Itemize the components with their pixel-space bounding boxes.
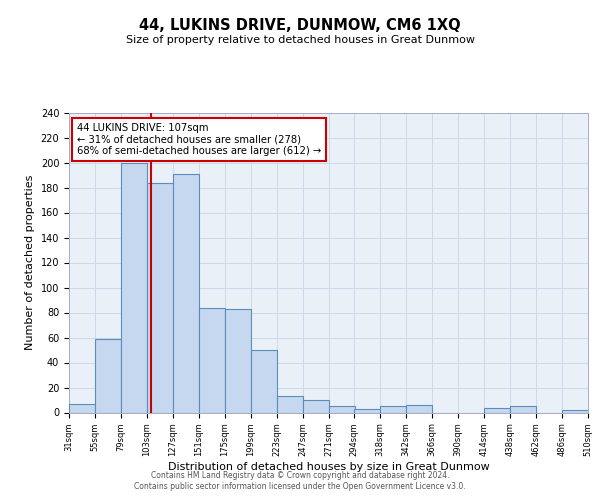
Y-axis label: Number of detached properties: Number of detached properties	[25, 175, 35, 350]
Bar	[329, 406, 355, 412]
Bar	[562, 410, 588, 412]
Text: 44 LUKINS DRIVE: 107sqm
← 31% of detached houses are smaller (278)
68% of semi-d: 44 LUKINS DRIVE: 107sqm ← 31% of detache…	[77, 122, 321, 156]
Bar	[380, 406, 406, 412]
Bar	[251, 350, 277, 412]
Text: Contains public sector information licensed under the Open Government Licence v3: Contains public sector information licen…	[134, 482, 466, 491]
Bar	[303, 400, 329, 412]
Bar	[147, 182, 173, 412]
Text: Contains HM Land Registry data © Crown copyright and database right 2024.: Contains HM Land Registry data © Crown c…	[151, 471, 449, 480]
Bar	[225, 308, 251, 412]
Bar	[199, 308, 225, 412]
Text: 44, LUKINS DRIVE, DUNMOW, CM6 1XQ: 44, LUKINS DRIVE, DUNMOW, CM6 1XQ	[139, 18, 461, 32]
Bar	[95, 339, 121, 412]
Bar	[121, 162, 147, 412]
Bar	[173, 174, 199, 412]
Bar	[277, 396, 303, 412]
Bar	[354, 409, 380, 412]
Text: Size of property relative to detached houses in Great Dunmow: Size of property relative to detached ho…	[125, 35, 475, 45]
Bar	[510, 406, 536, 412]
Bar	[484, 408, 510, 412]
X-axis label: Distribution of detached houses by size in Great Dunmow: Distribution of detached houses by size …	[167, 462, 490, 472]
Bar	[69, 404, 95, 412]
Bar	[406, 405, 432, 412]
